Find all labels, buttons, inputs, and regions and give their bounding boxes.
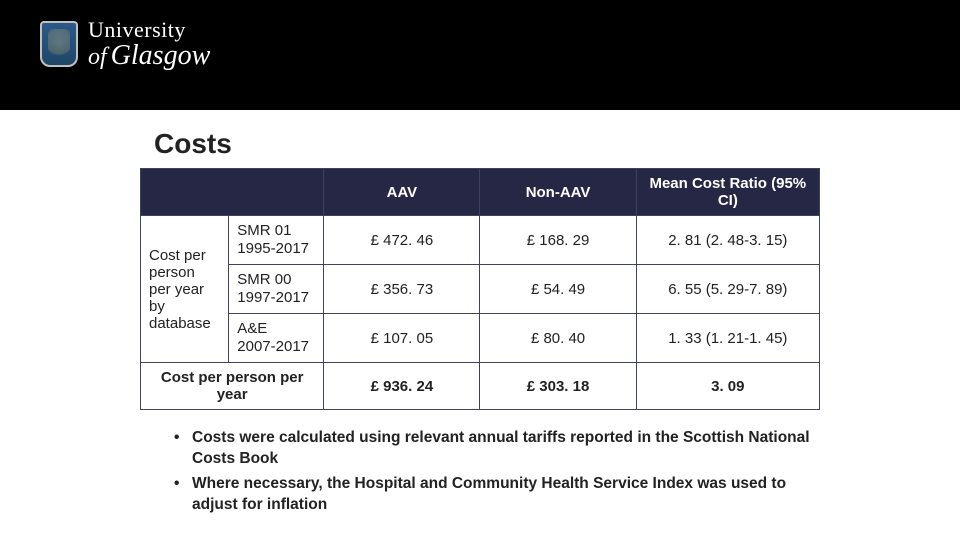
row-sub-label: SMR 00 1997-2017 <box>229 265 324 314</box>
total-non-aav: £ 303. 18 <box>480 363 636 410</box>
uni-line1: University <box>88 18 210 41</box>
total-aav: £ 936. 24 <box>324 363 480 410</box>
costs-table: AAV Non-AAV Mean Cost Ratio (95% CI) Cos… <box>140 168 820 410</box>
row-sub-label: A&E 2007-2017 <box>229 314 324 363</box>
header-ratio: Mean Cost Ratio (95% CI) <box>636 169 819 216</box>
cell-non-aav: £ 80. 40 <box>480 314 636 363</box>
list-item: Where necessary, the Hospital and Commun… <box>174 474 810 516</box>
table-header-row: AAV Non-AAV Mean Cost Ratio (95% CI) <box>141 169 820 216</box>
cell-aav: £ 472. 46 <box>324 216 480 265</box>
slide-content: Costs AAV Non-AAV Mean Cost Ratio (95% C… <box>0 110 960 516</box>
table-row: SMR 00 1997-2017 £ 356. 73 £ 54. 49 6. 5… <box>141 265 820 314</box>
header-non-aav: Non-AAV <box>480 169 636 216</box>
page-title: Costs <box>140 128 820 160</box>
table-row: A&E 2007-2017 £ 107. 05 £ 80. 40 1. 33 (… <box>141 314 820 363</box>
university-logo: University ofGlasgow <box>40 18 960 70</box>
cell-ratio: 2. 81 (2. 48-3. 15) <box>636 216 819 265</box>
list-item: Costs were calculated using relevant ann… <box>174 428 810 470</box>
table-total-row: Cost per person per year £ 936. 24 £ 303… <box>141 363 820 410</box>
cell-non-aav: £ 168. 29 <box>480 216 636 265</box>
row-sub-label: SMR 01 1995-2017 <box>229 216 324 265</box>
university-name: University ofGlasgow <box>88 18 210 70</box>
header-blank <box>141 169 324 216</box>
header-aav: AAV <box>324 169 480 216</box>
uni-line2: ofGlasgow <box>88 41 210 70</box>
shield-icon <box>40 21 78 67</box>
cell-aav: £ 356. 73 <box>324 265 480 314</box>
cell-ratio: 1. 33 (1. 21-1. 45) <box>636 314 819 363</box>
cell-aav: £ 107. 05 <box>324 314 480 363</box>
cell-ratio: 6. 55 (5. 29-7. 89) <box>636 265 819 314</box>
notes-list: Costs were calculated using relevant ann… <box>140 428 820 516</box>
total-ratio: 3. 09 <box>636 363 819 410</box>
cell-non-aav: £ 54. 49 <box>480 265 636 314</box>
header-bar: University ofGlasgow <box>0 0 960 110</box>
table-row: Cost per person per year by database SMR… <box>141 216 820 265</box>
total-label: Cost per person per year <box>141 363 324 410</box>
row-group-label: Cost per person per year by database <box>141 216 229 363</box>
